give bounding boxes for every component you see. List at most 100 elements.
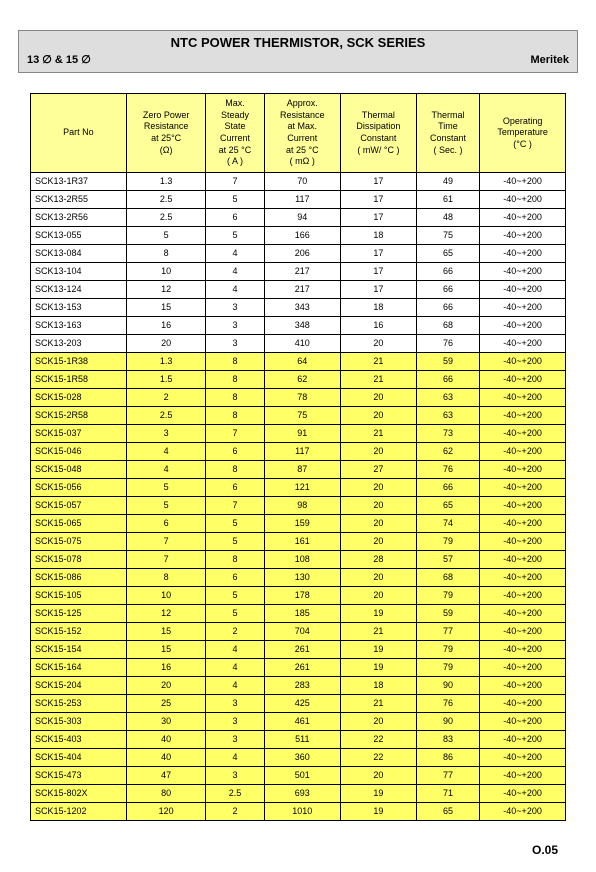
table-cell: -40~+200 bbox=[480, 245, 566, 263]
table-cell: 3 bbox=[206, 299, 264, 317]
table-cell: 16 bbox=[126, 659, 206, 677]
table-cell: 90 bbox=[416, 713, 479, 731]
table-row: SCK15-056561212066-40~+200 bbox=[31, 479, 566, 497]
table-row: SCK15-4044043602286-40~+200 bbox=[31, 749, 566, 767]
table-cell: 2.5 bbox=[126, 209, 206, 227]
table-cell: 16 bbox=[341, 317, 417, 335]
table-cell: 8 bbox=[206, 407, 264, 425]
table-cell: SCK15-065 bbox=[31, 515, 127, 533]
table-cell: 1.3 bbox=[126, 173, 206, 191]
table-cell: 74 bbox=[416, 515, 479, 533]
table-cell: 206 bbox=[264, 245, 341, 263]
table-cell: 4 bbox=[206, 677, 264, 695]
table-cell: -40~+200 bbox=[480, 407, 566, 425]
table-cell: -40~+200 bbox=[480, 767, 566, 785]
table-cell: 3 bbox=[126, 425, 206, 443]
table-cell: SCK13-1R37 bbox=[31, 173, 127, 191]
table-cell: 5 bbox=[126, 497, 206, 515]
table-cell: 425 bbox=[264, 695, 341, 713]
table-cell: -40~+200 bbox=[480, 263, 566, 281]
table-cell: 2 bbox=[206, 803, 264, 821]
table-cell: 20 bbox=[341, 389, 417, 407]
table-cell: 12 bbox=[126, 281, 206, 299]
table-cell: -40~+200 bbox=[480, 299, 566, 317]
table-cell: 86 bbox=[416, 749, 479, 767]
table-cell: 87 bbox=[264, 461, 341, 479]
table-row: SCK15-065651592074-40~+200 bbox=[31, 515, 566, 533]
table-cell: -40~+200 bbox=[480, 731, 566, 749]
table-cell: 48 bbox=[416, 209, 479, 227]
table-cell: 20 bbox=[341, 443, 417, 461]
table-cell: SCK13-2R55 bbox=[31, 191, 127, 209]
table-row: SCK15-046461172062-40~+200 bbox=[31, 443, 566, 461]
table-cell: 15 bbox=[126, 623, 206, 641]
table-row: SCK15-078781082857-40~+200 bbox=[31, 551, 566, 569]
table-row: SCK13-2032034102076-40~+200 bbox=[31, 335, 566, 353]
table-cell: 22 bbox=[341, 749, 417, 767]
table-cell: 79 bbox=[416, 533, 479, 551]
table-cell: 7 bbox=[206, 425, 264, 443]
table-cell: 17 bbox=[341, 173, 417, 191]
table-cell: -40~+200 bbox=[480, 389, 566, 407]
table-cell: 49 bbox=[416, 173, 479, 191]
column-header: ThermalTimeConstant( Sec. ) bbox=[416, 94, 479, 173]
table-cell: 501 bbox=[264, 767, 341, 785]
table-cell: 4 bbox=[206, 263, 264, 281]
table-cell: SCK13-2R56 bbox=[31, 209, 127, 227]
table-cell: 78 bbox=[264, 389, 341, 407]
table-cell: 25 bbox=[126, 695, 206, 713]
table-cell: 66 bbox=[416, 281, 479, 299]
table-body: SCK13-1R371.37701749-40~+200SCK13-2R552.… bbox=[31, 173, 566, 821]
table-cell: SCK15-057 bbox=[31, 497, 127, 515]
table-cell: -40~+200 bbox=[480, 353, 566, 371]
table-row: SCK15-03737912173-40~+200 bbox=[31, 425, 566, 443]
table-cell: -40~+200 bbox=[480, 803, 566, 821]
column-header: Zero PowerResistanceat 25°C(Ω) bbox=[126, 94, 206, 173]
table-row: SCK15-2532534252176-40~+200 bbox=[31, 695, 566, 713]
column-header: OperatingTemperature(°C ) bbox=[480, 94, 566, 173]
table-cell: 7 bbox=[206, 173, 264, 191]
table-cell: 65 bbox=[416, 245, 479, 263]
table-cell: 15 bbox=[126, 641, 206, 659]
table-cell: -40~+200 bbox=[480, 713, 566, 731]
table-cell: 10 bbox=[126, 587, 206, 605]
table-cell: 20 bbox=[341, 569, 417, 587]
table-cell: 61 bbox=[416, 191, 479, 209]
table-cell: SCK15-125 bbox=[31, 605, 127, 623]
table-cell: 20 bbox=[341, 407, 417, 425]
table-cell: -40~+200 bbox=[480, 461, 566, 479]
table-row: SCK13-2R562.56941748-40~+200 bbox=[31, 209, 566, 227]
table-cell: -40~+200 bbox=[480, 335, 566, 353]
table-cell: 4 bbox=[126, 461, 206, 479]
table-cell: 20 bbox=[126, 677, 206, 695]
table-cell: 217 bbox=[264, 281, 341, 299]
table-cell: 80 bbox=[126, 785, 206, 803]
table-cell: -40~+200 bbox=[480, 641, 566, 659]
table-cell: 16 bbox=[126, 317, 206, 335]
table-cell: 5 bbox=[206, 587, 264, 605]
table-cell: 83 bbox=[416, 731, 479, 749]
table-cell: 12 bbox=[126, 605, 206, 623]
table-cell: 21 bbox=[341, 353, 417, 371]
table-cell: 20 bbox=[126, 335, 206, 353]
table-cell: 261 bbox=[264, 641, 341, 659]
table-cell: 410 bbox=[264, 335, 341, 353]
table-cell: 120 bbox=[126, 803, 206, 821]
table-cell: -40~+200 bbox=[480, 227, 566, 245]
table-row: SCK13-1531533431866-40~+200 bbox=[31, 299, 566, 317]
table-cell: 17 bbox=[341, 281, 417, 299]
table-cell: 4 bbox=[206, 659, 264, 677]
table-cell: -40~+200 bbox=[480, 623, 566, 641]
table-row: SCK15-4034035112283-40~+200 bbox=[31, 731, 566, 749]
table-cell: 66 bbox=[416, 479, 479, 497]
table-row: SCK15-1R381.38642159-40~+200 bbox=[31, 353, 566, 371]
table-cell: 4 bbox=[206, 281, 264, 299]
table-cell: -40~+200 bbox=[480, 749, 566, 767]
table-row: SCK13-1631633481668-40~+200 bbox=[31, 317, 566, 335]
thermistor-table: Part NoZero PowerResistanceat 25°C(Ω)Max… bbox=[30, 93, 566, 821]
table-cell: -40~+200 bbox=[480, 695, 566, 713]
table-cell: 19 bbox=[341, 605, 417, 623]
table-cell: 76 bbox=[416, 461, 479, 479]
table-cell: 90 bbox=[416, 677, 479, 695]
table-cell: SCK15-204 bbox=[31, 677, 127, 695]
